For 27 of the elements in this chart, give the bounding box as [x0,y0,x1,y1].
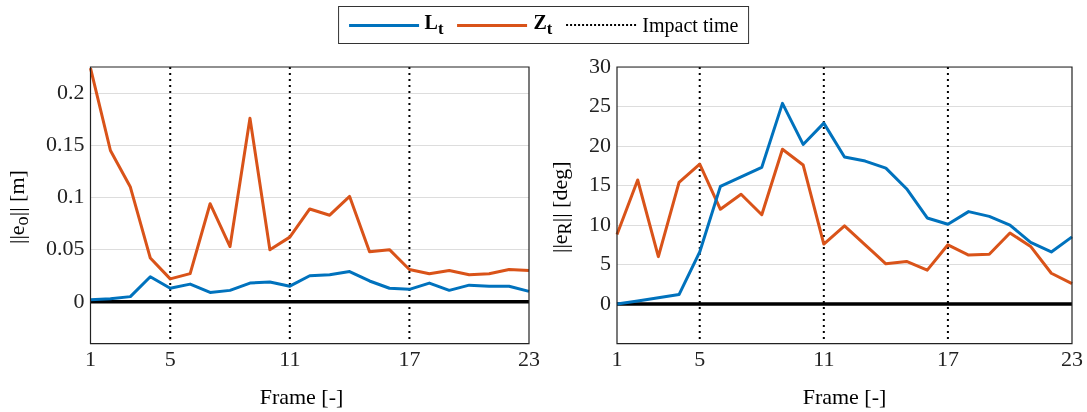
y-tick-label: 0 [73,287,85,313]
y-tick-label: 0 [600,289,611,315]
x-tick-label: 1 [611,345,623,371]
legend-label: L$_{t}$ [424,11,444,39]
y-tick-label: 0.2 [57,78,85,104]
x-tick-label: 11 [813,345,835,371]
x-axis-title: Frame [-] [258,384,345,410]
x-tick-label: 23 [518,345,540,371]
y-tick-label: 0.05 [46,235,85,261]
y-tick-label: 0.15 [46,131,85,157]
y-tick-label: 10 [589,210,611,236]
x-tick-label: 5 [164,345,176,371]
x-tick-label: 23 [1061,345,1083,371]
x-tick-label: 1 [85,345,96,371]
y-tick-label: 0.1 [57,183,85,209]
x-tick-label: 5 [694,345,706,371]
y-tick-label: 25 [589,92,611,118]
legend-label: Impact time [642,13,739,37]
legend-label: Z$_{t}$ [533,11,553,39]
y-tick-label: 5 [600,250,611,276]
x-tick-label: 17 [936,345,959,371]
y-tick-label: 20 [589,131,611,157]
y-tick-label: 15 [589,171,611,197]
x-tick-label: 17 [398,345,421,371]
x-tick-label: 11 [279,345,301,371]
y-tick-label: 30 [589,52,611,78]
x-axis-title: Frame [-] [801,384,888,410]
